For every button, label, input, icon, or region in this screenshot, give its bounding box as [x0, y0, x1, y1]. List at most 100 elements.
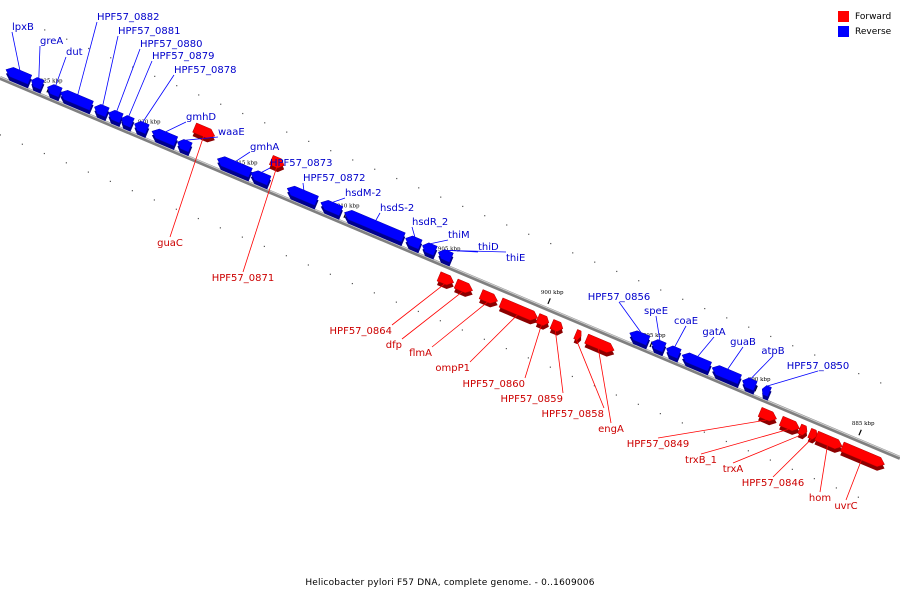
gene-hsdr-2 [405, 235, 423, 254]
gene-leader-line [618, 301, 642, 333]
scale-dot [725, 440, 727, 443]
gene-dut [47, 84, 63, 102]
gene-gata [681, 352, 712, 376]
scale-dot [682, 298, 684, 300]
kbp-tick-label: 895 kbp [643, 333, 666, 339]
gene-hpf57-0849 [757, 406, 777, 426]
scale-dot [351, 282, 353, 285]
gene-dfp [453, 278, 473, 297]
kbp-tick-label: 910 kbp [337, 204, 360, 210]
scale-dot [418, 187, 420, 189]
gene-hpf57-0880 [108, 109, 124, 127]
scale-dot [792, 345, 794, 347]
scale-dot [814, 354, 816, 356]
scale-dot [593, 385, 595, 387]
gene-leader-line [430, 239, 449, 245]
gene-thim [422, 242, 438, 260]
gene-leader-line [169, 127, 207, 238]
gene-leader-line [375, 212, 381, 221]
gene-ompp1 [498, 297, 539, 325]
gene-hpf57-0872 [286, 185, 319, 210]
scale-dot [242, 112, 244, 115]
gene-leader-line [142, 74, 175, 123]
gene-label: thiM [448, 230, 470, 241]
gene-arrow [250, 170, 272, 186]
gene-label: HPF57_0872 [303, 173, 365, 184]
scale-dot [549, 366, 551, 368]
scale-dot [395, 301, 397, 303]
gene-leader-line [655, 315, 661, 341]
gene-leader-line [727, 346, 744, 370]
gene-waae [177, 139, 193, 157]
scale-dot [571, 375, 573, 378]
scale-dot [813, 478, 815, 480]
scale-dot [528, 233, 530, 235]
gene-arrow [549, 319, 564, 332]
kbp-tick [547, 298, 551, 305]
gene-hpf57-0858 [573, 329, 582, 345]
kbp-ticks: 925 kbp 920 kbp 915 kbp 910 kbp 905 kbp 900 k… [40, 78, 875, 436]
reverse-swatch [838, 26, 849, 37]
gene-flma [478, 289, 498, 308]
scale-dot [615, 394, 617, 396]
gene-label: gatA [702, 327, 725, 338]
gene-leader-line [597, 349, 612, 424]
gene-arrow [761, 385, 772, 398]
genome-backbone [0, 76, 900, 460]
kbp-tick-label: 925 kbp [40, 78, 63, 84]
scale-dot [857, 496, 859, 498]
scale-dot [704, 307, 706, 310]
gene-hpf57-0882 [59, 90, 94, 115]
gene-leader-line [261, 167, 271, 173]
scale-dot [43, 152, 45, 155]
gene-hpf57-0878 [134, 120, 150, 138]
gene-trxa [797, 423, 808, 440]
gene-leader-line [242, 157, 280, 273]
gene-hpf57-0879 [121, 115, 135, 132]
gene-label: speE [644, 306, 668, 317]
gene-label: coaE [674, 316, 698, 327]
scale-dot [352, 159, 354, 161]
gene-label: greA [40, 36, 63, 47]
gene-leader-line [55, 56, 67, 86]
scale-dot [110, 57, 112, 59]
scale-dot [198, 94, 200, 96]
scale-dot [374, 168, 376, 170]
gene-arrow [666, 345, 682, 359]
label-leader-lines [11, 21, 862, 501]
gene-label: thiD [478, 242, 499, 253]
gene-arrow [807, 427, 818, 440]
gene-leader-line [819, 445, 828, 493]
gene-label: HPF57_0879 [152, 51, 214, 62]
gene-label: HPF57_0882 [97, 12, 159, 23]
kbp-tick-label: 885 kbp [852, 421, 875, 427]
gene-label: hsdM-2 [345, 188, 382, 199]
gene-label: dut [66, 47, 83, 58]
gene-arrow [498, 297, 539, 321]
gene-label: engA [598, 424, 624, 435]
scale-dot [330, 150, 332, 152]
gene-leader-line [524, 324, 542, 379]
kbp-tick [754, 385, 758, 392]
gene-arrow [778, 415, 800, 432]
legend-forward-label: Forward [855, 11, 892, 22]
gene-arrow [438, 249, 454, 263]
legend-reverse-label: Reverse [855, 26, 892, 37]
gene-leader-line [732, 434, 802, 464]
gene-hpf57-0860 [535, 313, 550, 330]
gene-label: HPF57_0860 [463, 379, 525, 390]
gene-label: HPF57_0850 [787, 361, 849, 372]
scale-dot [880, 382, 882, 384]
scale-dot [703, 431, 705, 433]
gene-leader-line [185, 136, 219, 141]
scale-dot [285, 255, 287, 257]
scale-dot [132, 66, 134, 68]
scale-dot [550, 242, 552, 245]
gene-spee [651, 339, 667, 357]
gene-label: ompP1 [435, 363, 470, 374]
gene-leader-line [102, 35, 119, 106]
scale-dot [0, 134, 1, 136]
gene-label: HPF57_0873 [270, 158, 332, 169]
gene-arrow [535, 313, 550, 327]
gene-enga [584, 333, 615, 357]
